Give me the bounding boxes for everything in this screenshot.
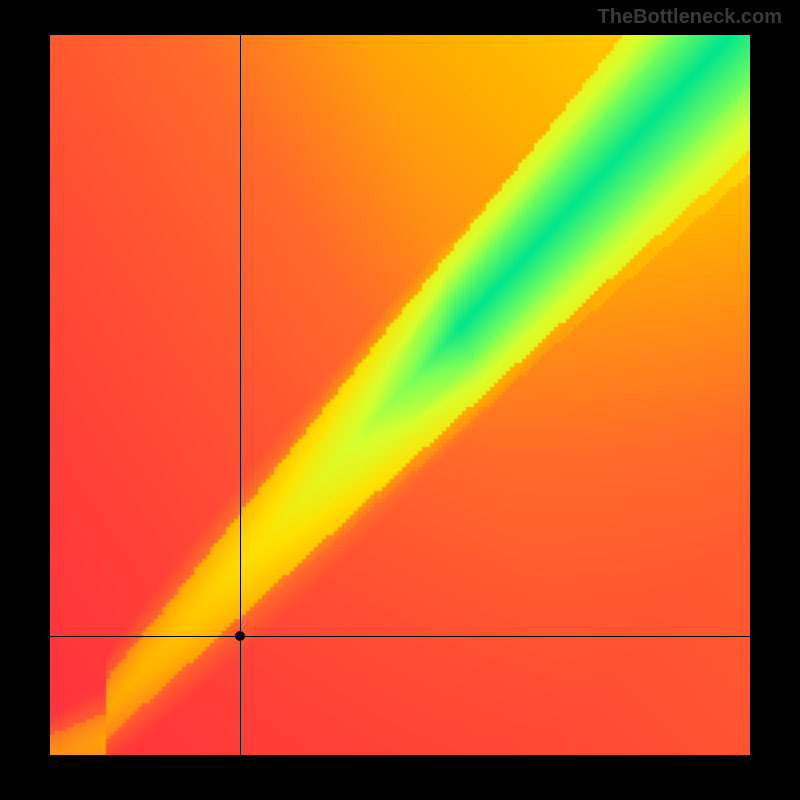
heatmap-canvas [50, 35, 750, 755]
bottleneck-heatmap [50, 35, 750, 755]
crosshair-vertical [240, 35, 241, 755]
watermark-text: TheBottleneck.com [598, 6, 782, 29]
crosshair-horizontal [50, 636, 750, 637]
crosshair-marker [235, 631, 245, 641]
